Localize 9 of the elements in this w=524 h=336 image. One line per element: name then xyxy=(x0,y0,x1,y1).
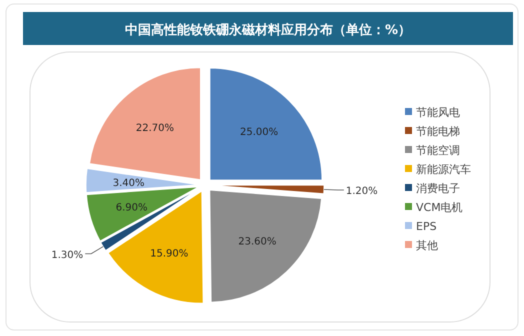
legend-label: VCM电机 xyxy=(416,201,463,214)
legend-label: 节能空调 xyxy=(416,144,460,157)
legend-label: 其他 xyxy=(416,239,438,252)
legend-label: 新能源汽车 xyxy=(416,163,471,176)
title: 中国高性能钕铁硼永磁材料应用分布（单位：%） xyxy=(124,23,412,38)
legend-label: 消费电子 xyxy=(416,182,460,195)
legend-label: EPS xyxy=(416,220,437,233)
legend-label: 节能风电 xyxy=(416,106,460,119)
legend-label: 节能电梯 xyxy=(416,125,460,138)
